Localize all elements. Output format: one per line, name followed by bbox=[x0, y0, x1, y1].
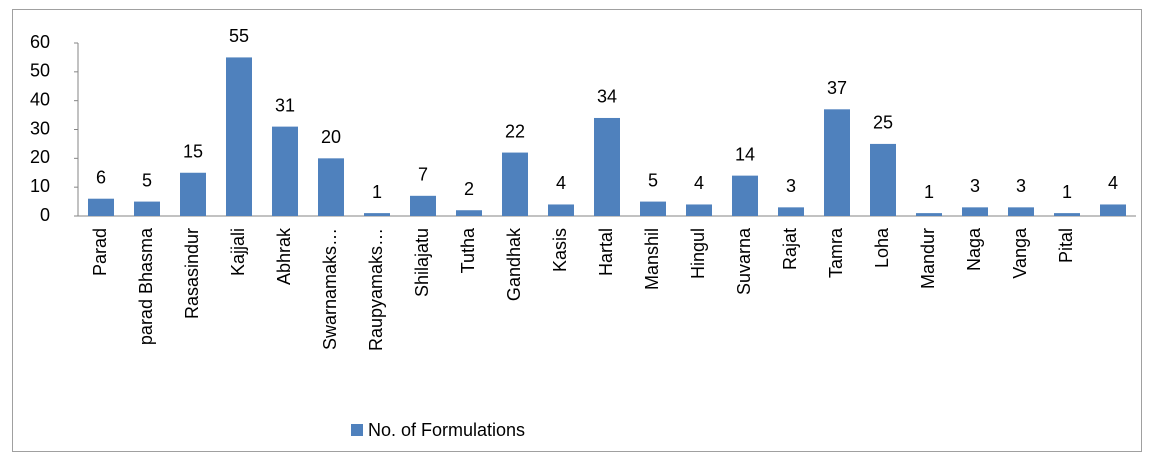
y-tick-label: 40 bbox=[30, 89, 50, 109]
data-label: 55 bbox=[229, 26, 249, 46]
x-tick-label: Gandhak bbox=[504, 227, 524, 301]
chart-border bbox=[12, 9, 1142, 452]
x-tick-label: Kajjali bbox=[228, 228, 248, 276]
bar bbox=[226, 57, 252, 216]
x-tick-label: Parad bbox=[90, 228, 110, 276]
y-tick-label: 60 bbox=[30, 32, 50, 52]
x-tick-label: Manshil bbox=[642, 228, 662, 290]
data-label: 1 bbox=[1062, 182, 1072, 202]
bar bbox=[1008, 207, 1034, 216]
x-tick-label: Raupyamaks… bbox=[366, 228, 386, 351]
bar bbox=[502, 152, 528, 216]
bar bbox=[364, 213, 390, 216]
x-tick-label: Abhrak bbox=[274, 227, 294, 285]
bar bbox=[410, 195, 436, 216]
bar bbox=[778, 207, 804, 216]
y-tick-label: 20 bbox=[30, 147, 50, 167]
x-tick-label: Loha bbox=[872, 227, 892, 268]
x-tick-label: Naga bbox=[964, 227, 984, 271]
legend-swatch bbox=[351, 424, 363, 436]
data-label: 37 bbox=[827, 78, 847, 98]
data-label: 4 bbox=[694, 173, 704, 193]
data-label: 4 bbox=[556, 173, 566, 193]
data-label: 15 bbox=[183, 142, 203, 162]
data-label: 1 bbox=[924, 182, 934, 202]
x-tick-label: Suvarna bbox=[734, 227, 754, 295]
data-label: 25 bbox=[873, 113, 893, 133]
bar bbox=[870, 143, 896, 216]
bar bbox=[134, 201, 160, 216]
y-tick-label: 50 bbox=[30, 61, 50, 81]
bar bbox=[824, 109, 850, 216]
x-tick-label: Swarnamaks… bbox=[320, 228, 340, 350]
bar bbox=[180, 172, 206, 216]
data-label: 5 bbox=[648, 170, 658, 190]
x-tick-label: Pital bbox=[1056, 228, 1076, 263]
bar bbox=[686, 204, 712, 216]
bar bbox=[456, 210, 482, 216]
data-label: 7 bbox=[418, 165, 428, 185]
bar bbox=[640, 201, 666, 216]
data-label: 22 bbox=[505, 121, 525, 141]
data-label: 2 bbox=[464, 179, 474, 199]
data-label: 3 bbox=[1016, 176, 1026, 196]
x-tick-label: Tutha bbox=[458, 227, 478, 273]
data-label: 14 bbox=[735, 144, 755, 164]
x-tick-label: Mandur bbox=[918, 228, 938, 289]
x-tick-label: Kasis bbox=[550, 228, 570, 272]
bar bbox=[962, 207, 988, 216]
data-label: 3 bbox=[786, 176, 796, 196]
bar bbox=[916, 213, 942, 216]
data-label: 3 bbox=[970, 176, 980, 196]
bar bbox=[272, 126, 298, 216]
data-label: 1 bbox=[372, 182, 382, 202]
x-tick-label: Hingul bbox=[688, 228, 708, 279]
data-label: 20 bbox=[321, 127, 341, 147]
bar bbox=[548, 204, 574, 216]
bar bbox=[88, 198, 114, 216]
bar bbox=[594, 117, 620, 216]
y-tick-label: 0 bbox=[40, 205, 50, 225]
x-tick-label: parad Bhasma bbox=[136, 227, 156, 345]
x-tick-label: Rasasindur bbox=[182, 228, 202, 319]
x-tick-label: Tamra bbox=[826, 227, 846, 278]
data-label: 6 bbox=[96, 167, 106, 187]
y-tick-label: 30 bbox=[30, 118, 50, 138]
y-tick-label: 10 bbox=[30, 176, 50, 196]
data-label: 4 bbox=[1108, 173, 1118, 193]
data-label: 34 bbox=[597, 87, 617, 107]
x-tick-label: Hartal bbox=[596, 228, 616, 276]
x-tick-label: Rajat bbox=[780, 228, 800, 270]
legend-label: No. of Formulations bbox=[368, 420, 525, 440]
bar bbox=[318, 158, 344, 216]
x-tick-label: Shilajatu bbox=[412, 228, 432, 297]
x-tick-label: Vanga bbox=[1010, 227, 1030, 279]
bar bbox=[732, 175, 758, 216]
data-label: 5 bbox=[142, 170, 152, 190]
data-label: 31 bbox=[275, 95, 295, 115]
bar bbox=[1100, 204, 1126, 216]
bar bbox=[1054, 213, 1080, 216]
